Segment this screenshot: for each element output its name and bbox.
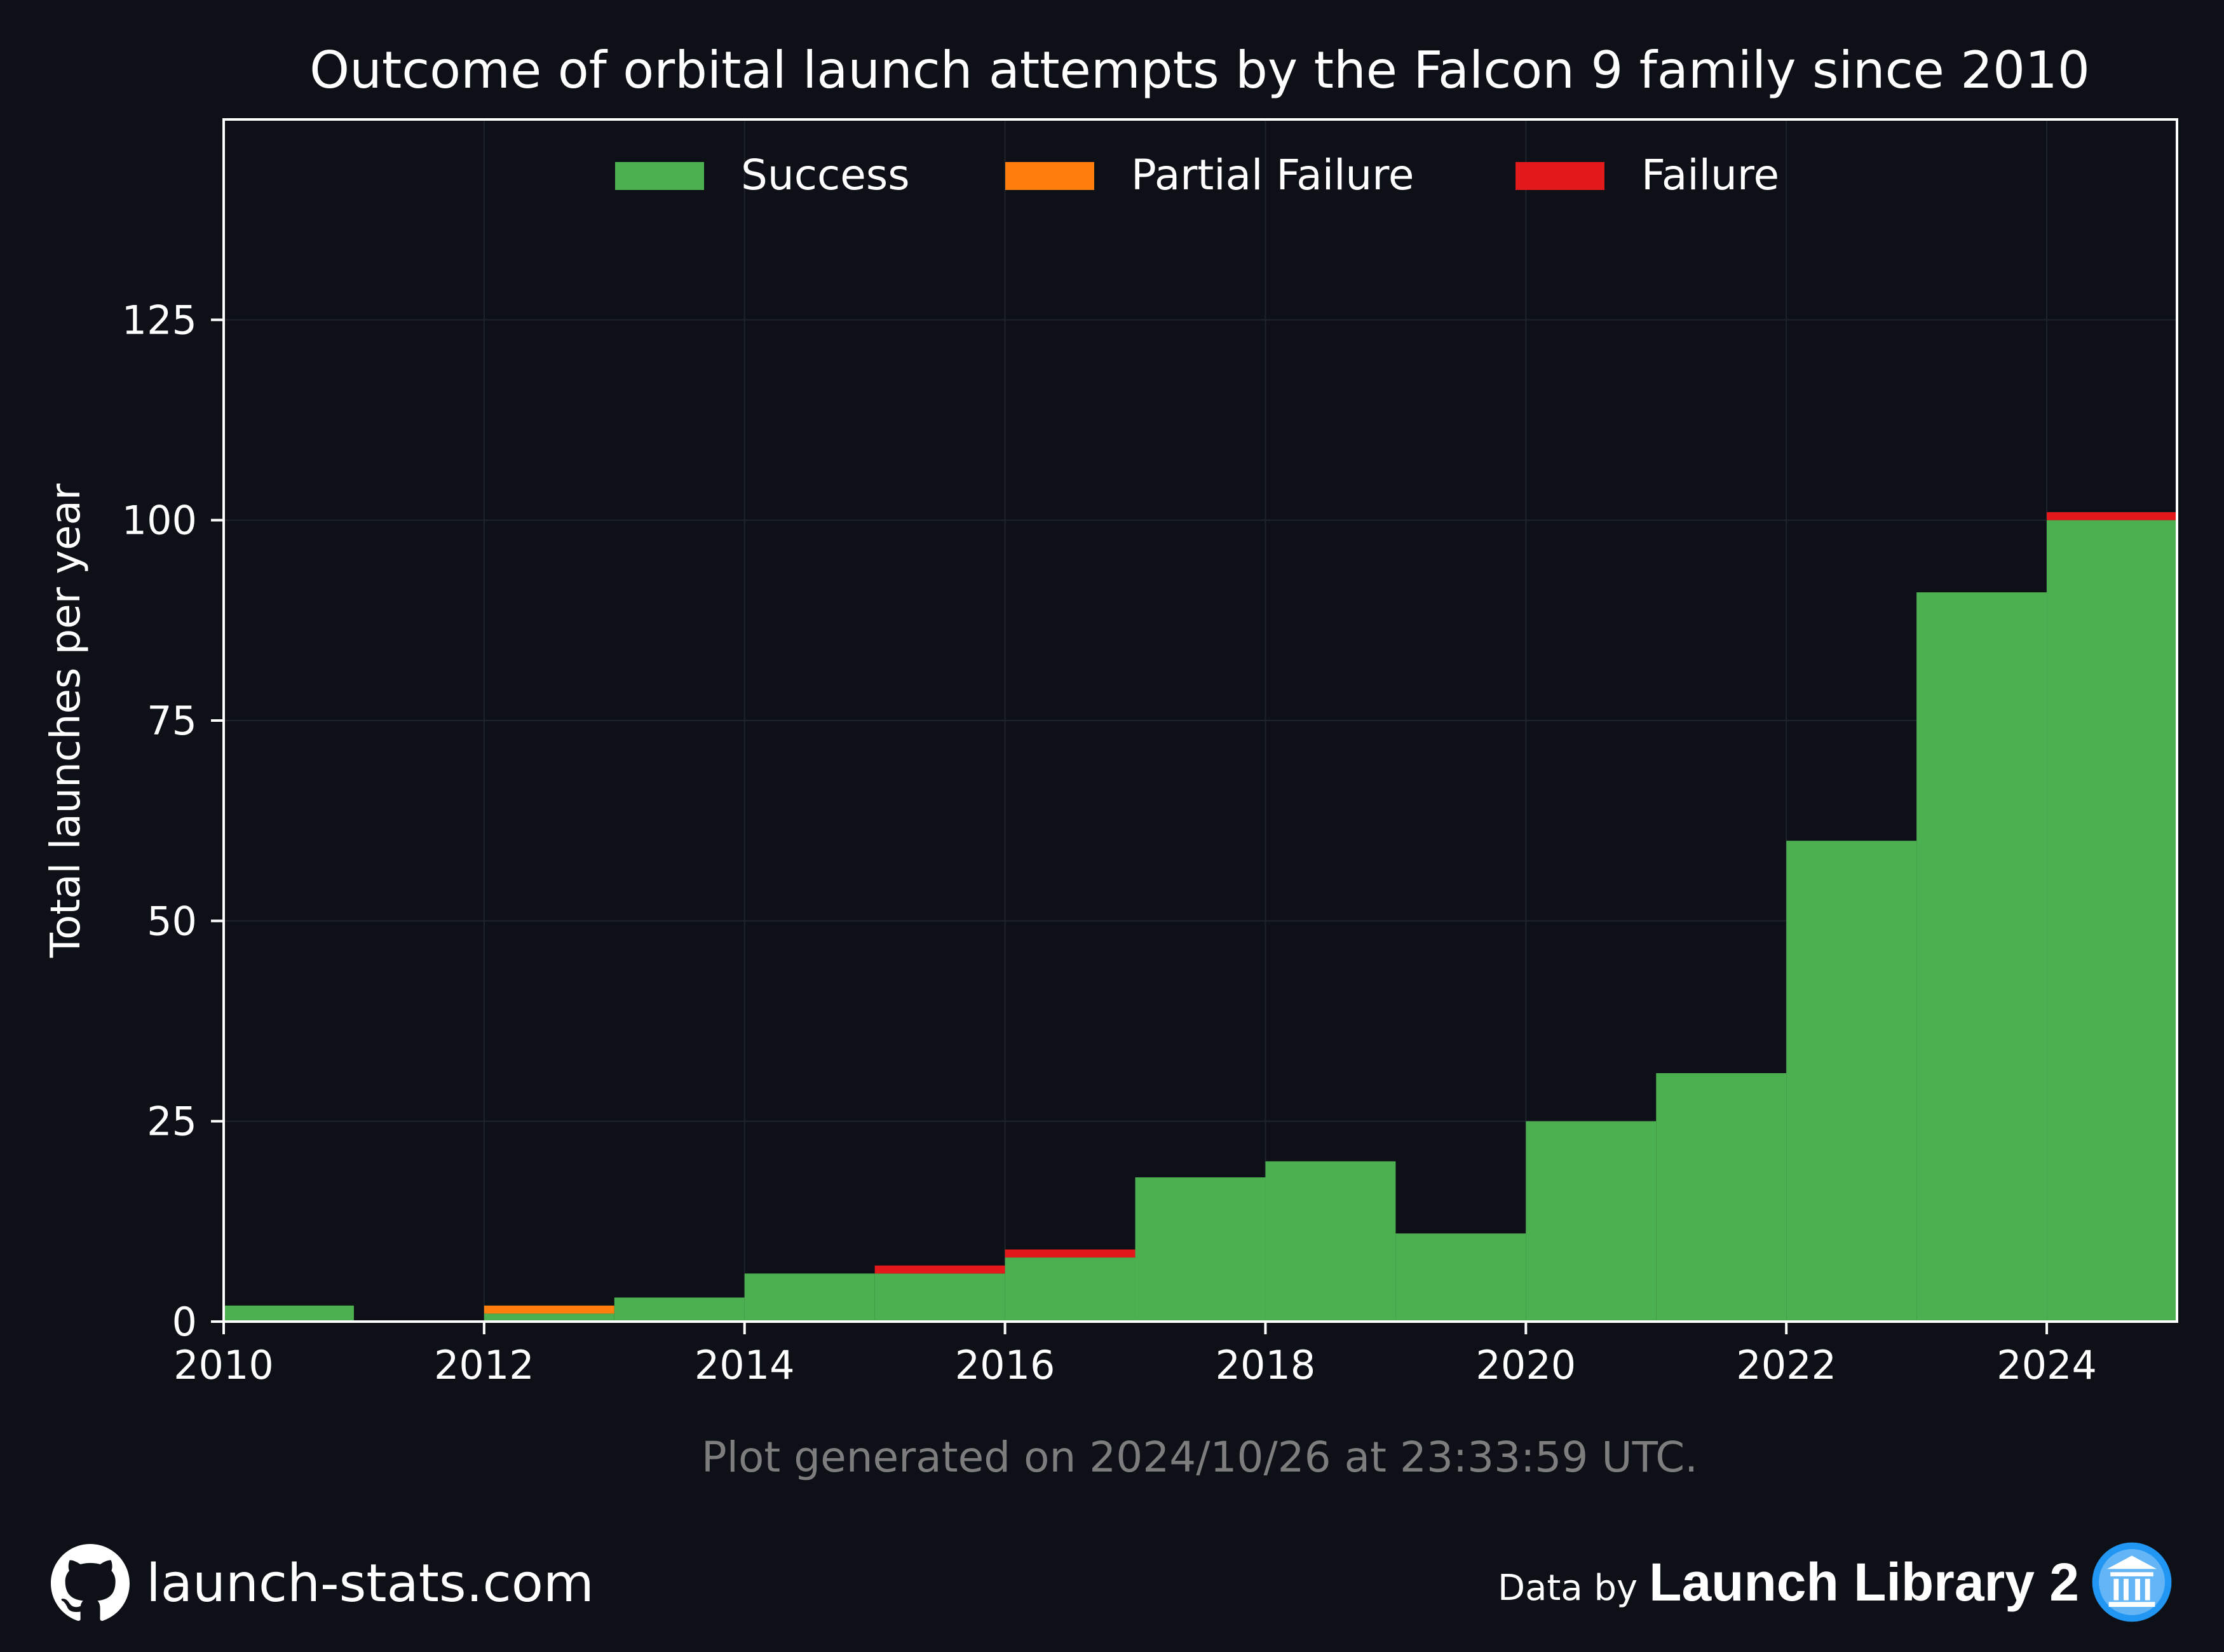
y-tick-label: 0 [172, 1299, 197, 1345]
y-tick-label: 75 [147, 698, 197, 744]
x-tick-label: 2018 [1216, 1342, 1316, 1388]
x-tick-label: 2020 [1475, 1342, 1576, 1388]
bar-success-2014 [744, 1273, 875, 1322]
legend-swatch [1005, 162, 1094, 190]
x-tick-label: 2022 [1736, 1342, 1836, 1388]
x-tick-label: 2014 [695, 1342, 795, 1388]
bar-failure-2016 [1005, 1249, 1136, 1258]
legend: Success Partial Failure Failure [615, 151, 1779, 200]
x-tick-label: 2010 [173, 1342, 274, 1388]
github-icon [51, 1544, 130, 1621]
bar-success-2020 [1526, 1121, 1657, 1322]
bar-success-2013 [614, 1297, 745, 1322]
bar-success-2021 [1656, 1073, 1787, 1322]
stacked-bars [224, 512, 2177, 1322]
launch-library-name: Launch Library 2 [1649, 1552, 2079, 1612]
legend-item-success: Success [615, 151, 910, 200]
bar-success-2012 [484, 1313, 614, 1322]
legend-label: Partial Failure [1131, 151, 1414, 200]
bar-success-2016 [1005, 1257, 1136, 1322]
chart-title: Outcome of orbital launch attempts by th… [309, 41, 2090, 100]
y-axis: 0 25 50 75 100 125 [122, 297, 224, 1345]
legend-swatch [615, 162, 704, 190]
bar-failure-2015 [874, 1265, 1005, 1274]
bar-success-2019 [1395, 1233, 1526, 1322]
legend-swatch [1515, 162, 1604, 190]
legend-item-failure: Failure [1515, 151, 1779, 200]
bar-success-2024 [2047, 520, 2177, 1322]
generated-note: Plot generated on 2024/10/26 at 23:33:59… [702, 1433, 1698, 1482]
x-tick-label: 2012 [434, 1342, 534, 1388]
site-link[interactable]: launch-stats.com [146, 1553, 594, 1614]
x-tick-label: 2016 [955, 1342, 1055, 1388]
bar-success-2023 [1916, 592, 2047, 1322]
legend-label: Failure [1641, 151, 1779, 200]
data-by-label: Data by [1497, 1567, 1638, 1609]
x-axis: 2010 2012 2014 2016 2018 2020 2022 2024 [173, 1322, 2097, 1388]
x-tick-label: 2024 [1997, 1342, 2097, 1388]
launch-library-icon [2092, 1542, 2172, 1622]
y-tick-label: 50 [147, 898, 197, 944]
y-tick-label: 25 [147, 1099, 197, 1145]
y-tick-label: 125 [122, 297, 197, 343]
footer-credit: Data by Launch Library 2 [1498, 1541, 2173, 1623]
y-tick-label: 100 [122, 498, 197, 544]
bar-success-2022 [1786, 841, 1917, 1322]
bar-success-2015 [874, 1273, 1005, 1322]
bar-success-2018 [1265, 1161, 1396, 1322]
bar-failure-2024 [2047, 512, 2177, 520]
footer-site[interactable]: launch-stats.com [51, 1544, 594, 1623]
legend-item-partial-failure: Partial Failure [1005, 151, 1414, 200]
bar-success-2010 [224, 1305, 354, 1322]
bar-partial-failure-2012 [484, 1305, 614, 1314]
legend-label: Success [741, 151, 910, 200]
y-axis-label: Total launches per year [43, 483, 90, 958]
chart: Outcome of orbital launch attempts by th… [43, 41, 2178, 1482]
bar-success-2017 [1135, 1177, 1266, 1322]
